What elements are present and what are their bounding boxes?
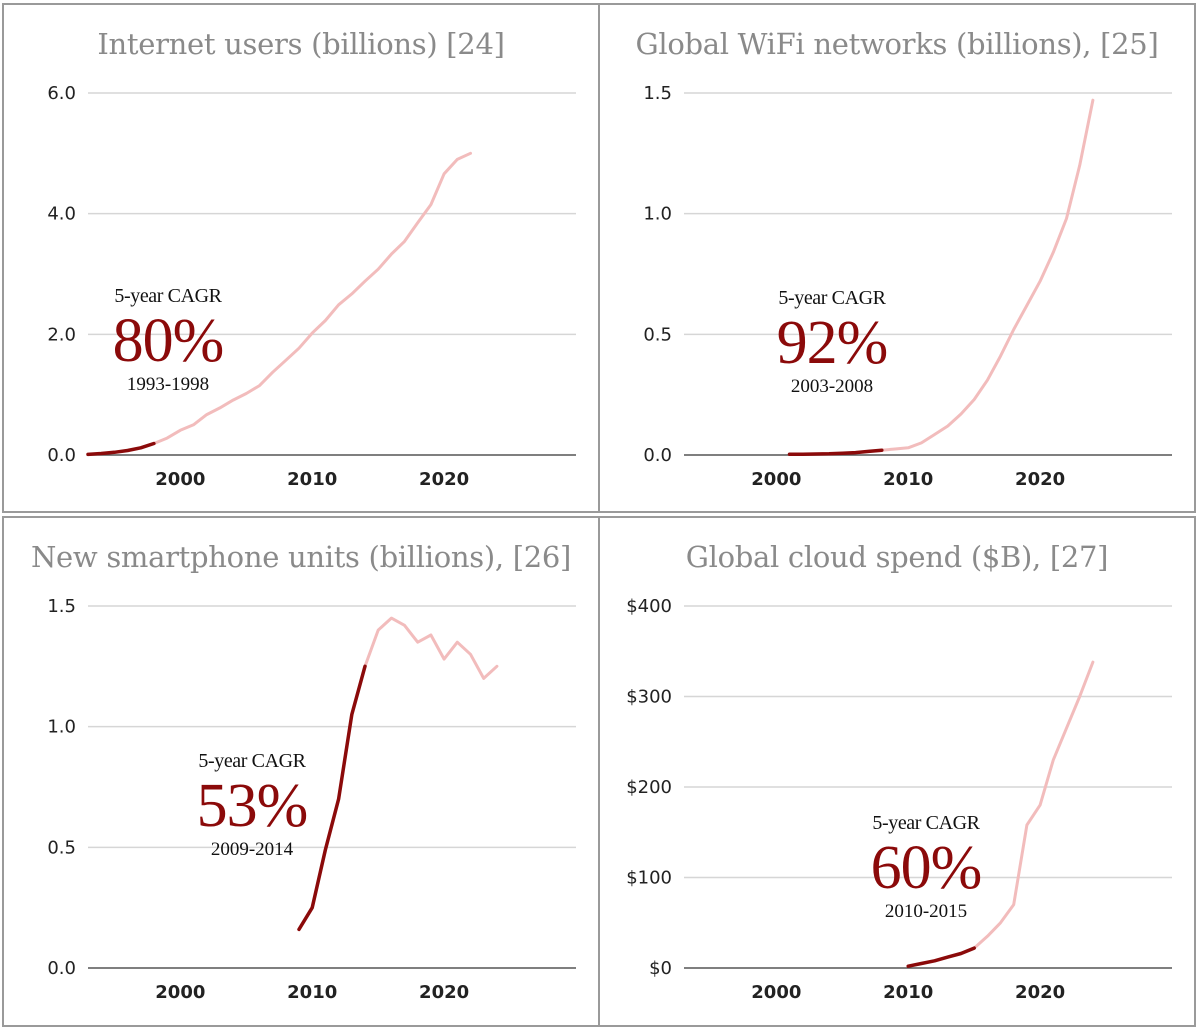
x-tick-label: 2010 (883, 469, 933, 490)
y-tick-label: 1.5 (47, 596, 76, 617)
y-tick-label: $0 (649, 958, 672, 979)
y-tick-label: 0.5 (47, 837, 76, 858)
highlight-series-line (787, 448, 884, 457)
x-tick-label: 2010 (287, 982, 337, 1003)
chart-plot-area: 0.0 0.5 1.0 1.5 2000 2010 2020 (47, 596, 576, 1003)
y-tick-label: 0.5 (643, 324, 672, 345)
chart-panel-wifi-networks: Global WiFi networks (billions), [25] 0.… (598, 3, 1196, 513)
y-tick-label: 1.5 (643, 83, 672, 104)
y-tick-label: $200 (626, 777, 672, 798)
y-tick-label: 0.0 (47, 958, 76, 979)
trend-series-line (972, 660, 1095, 950)
highlight-series-line (86, 441, 156, 457)
y-tick-label: 0.0 (47, 445, 76, 466)
chart-plot-area: 0.0 0.5 1.0 1.5 2000 2010 2020 (643, 83, 1172, 490)
y-tick-label: $300 (626, 687, 672, 708)
y-tick-label: 2.0 (47, 324, 76, 345)
chart-plot-area: $0 $100 $200 $300 $400 2000 2010 2020 (626, 596, 1172, 1003)
cagr-value: 60% (870, 834, 983, 902)
cagr-value: 80% (112, 307, 225, 375)
y-tick-label: 1.0 (47, 717, 76, 738)
chart-title: Global cloud spend ($B), [27] (685, 540, 1109, 574)
y-tick-label: 1.0 (643, 204, 672, 225)
cagr-label: 5-year CAGR (114, 285, 222, 307)
chart-plot-area: 0.0 2.0 4.0 6.0 2000 2010 2020 (47, 83, 576, 490)
x-tick-label: 2010 (287, 469, 337, 490)
trend-series-line (152, 151, 472, 445)
highlight-series-line (906, 946, 976, 968)
x-tick-label: 2000 (155, 982, 205, 1003)
chart-panel-cloud-spend: Global cloud spend ($B), [27] $0 $100 $200… (598, 516, 1196, 1027)
y-tick-label: 0.0 (643, 445, 672, 466)
x-tick-label: 2010 (883, 982, 933, 1003)
trend-series-line (880, 98, 1095, 452)
cagr-annotation: 5-year CAGR 92% 2003-2008 (712, 287, 952, 398)
chart-panel-smartphone-units: New smartphone units (billions), [26] 0.… (2, 516, 600, 1027)
cagr-annotation: 5-year CAGR 53% 2009-2014 (132, 750, 372, 861)
highlight-series-line (297, 664, 367, 932)
y-tick-label: 6.0 (47, 83, 76, 104)
trend-series-line (363, 616, 499, 680)
cagr-annotation: 5-year CAGR 60% 2010-2015 (806, 812, 1046, 923)
cagr-annotation: 5-year CAGR 80% 1993-1998 (48, 285, 288, 396)
chart-title: New smartphone units (billions), [26] (30, 540, 572, 574)
x-tick-label: 2020 (1015, 469, 1065, 490)
cagr-value: 53% (196, 772, 309, 840)
cagr-period: 1993-1998 (126, 374, 210, 395)
x-tick-label: 2020 (419, 469, 469, 490)
x-tick-label: 2000 (751, 469, 801, 490)
x-tick-label: 2000 (155, 469, 205, 490)
cagr-period: 2003-2008 (790, 376, 874, 397)
y-tick-label: 4.0 (47, 204, 76, 225)
cagr-period: 2010-2015 (884, 901, 968, 922)
chart-title: Global WiFi networks (billions), [25] (635, 27, 1159, 61)
cagr-label: 5-year CAGR (778, 287, 886, 309)
chart-title: Internet users (billions) [24] (97, 27, 505, 61)
x-tick-label: 2000 (751, 982, 801, 1003)
chart-panel-internet-users: Internet users (billions) [24] 0.0 2.0 4.0… (2, 3, 600, 513)
cagr-label: 5-year CAGR (872, 812, 980, 834)
y-tick-label: $100 (626, 868, 672, 889)
x-tick-label: 2020 (419, 982, 469, 1003)
cagr-value: 92% (776, 309, 889, 377)
cagr-period: 2009-2014 (210, 839, 294, 860)
cagr-label: 5-year CAGR (198, 750, 306, 772)
x-tick-label: 2020 (1015, 982, 1065, 1003)
y-tick-label: $400 (626, 596, 672, 617)
